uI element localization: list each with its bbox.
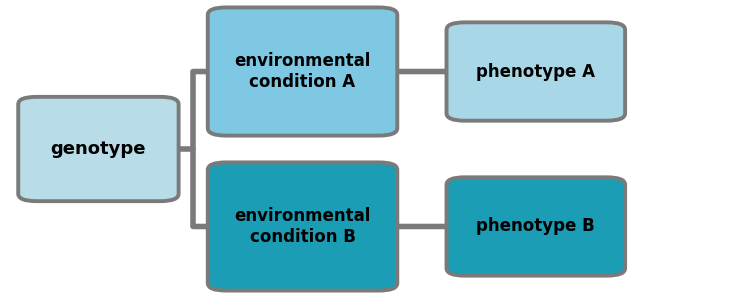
FancyBboxPatch shape [208,162,397,291]
Text: environmental
condition A: environmental condition A [234,52,371,91]
FancyBboxPatch shape [446,22,625,121]
Text: phenotype B: phenotype B [477,218,595,235]
Text: phenotype A: phenotype A [476,63,596,80]
FancyBboxPatch shape [208,7,397,136]
Text: genotype: genotype [50,140,147,158]
FancyBboxPatch shape [446,177,625,276]
FancyBboxPatch shape [18,97,179,201]
Text: environmental
condition B: environmental condition B [234,207,371,246]
